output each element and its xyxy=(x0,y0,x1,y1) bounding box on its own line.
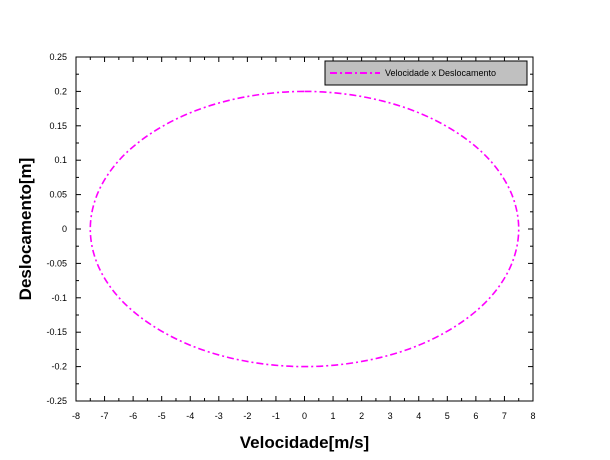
legend: Velocidade x Deslocamento xyxy=(324,60,528,86)
x-tick-label: 7 xyxy=(502,411,507,421)
plot-background xyxy=(76,57,533,401)
legend-label: Velocidade x Deslocamento xyxy=(385,68,496,78)
x-tick-label: -3 xyxy=(215,411,223,421)
x-tick-label: -1 xyxy=(272,411,280,421)
x-tick-label: 2 xyxy=(359,411,364,421)
y-tick-label: 0.25 xyxy=(49,52,67,62)
y-tick-label: 0 xyxy=(62,224,67,234)
y-axis-label: Deslocamento[m] xyxy=(16,158,35,301)
y-tick-label: -0.2 xyxy=(51,362,67,372)
y-tick-label: 0.05 xyxy=(49,190,67,200)
y-tick-label: -0.1 xyxy=(51,293,67,303)
y-tick-label: -0.15 xyxy=(46,327,67,337)
x-tick-label: 8 xyxy=(530,411,535,421)
x-tick-label: 1 xyxy=(331,411,336,421)
x-tick-label: -6 xyxy=(129,411,137,421)
x-tick-label: 6 xyxy=(473,411,478,421)
y-tick-label: 0.15 xyxy=(49,121,67,131)
x-tick-label: 0 xyxy=(302,411,307,421)
y-tick-label: 0.2 xyxy=(54,86,67,96)
x-tick-label: -5 xyxy=(158,411,166,421)
x-tick-label: 5 xyxy=(445,411,450,421)
series-layer xyxy=(89,90,520,368)
x-axis-label: Velocidade[m/s] xyxy=(240,433,369,452)
ticks-layer: -8 -7 -6 -5 -4 -3 -2 -1 0 1 2 3 4 5 6 7 8 -0.25 -0.2 -0.15 -… xyxy=(46,52,535,421)
x-tick-label: -2 xyxy=(243,411,251,421)
series-line xyxy=(89,90,520,368)
y-tick-label: -0.25 xyxy=(46,396,67,406)
x-tick-label: -7 xyxy=(101,411,109,421)
x-tick-label: -8 xyxy=(72,411,80,421)
x-tick-label: -4 xyxy=(186,411,194,421)
plot-frame xyxy=(75,56,534,402)
y-tick-label: 0.1 xyxy=(54,155,67,165)
x-tick-label: 3 xyxy=(388,411,393,421)
legend-box xyxy=(324,60,528,86)
x-tick-label: 4 xyxy=(416,411,421,421)
y-tick-label: -0.05 xyxy=(46,258,67,268)
